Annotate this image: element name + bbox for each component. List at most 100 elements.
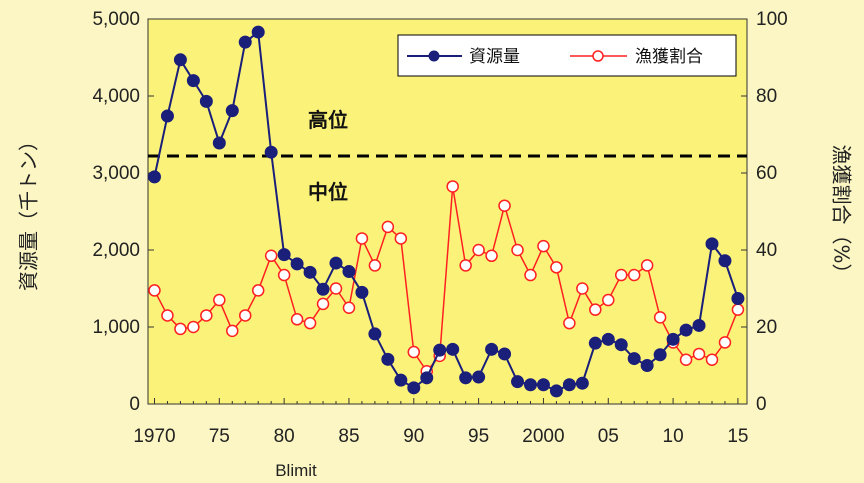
left-axis: 0 1,000 2,000 3,000 4,000 5,000: [92, 9, 154, 415]
series-1-point: [329, 256, 343, 270]
series-1-point: [173, 53, 187, 67]
series-2-point: [550, 261, 563, 274]
series-1-point: [303, 265, 317, 279]
series-2-point: [394, 232, 408, 245]
x-tick-label: 1970: [133, 426, 175, 447]
y-left-title: 資源量（千トン）: [17, 131, 41, 291]
x-tick-label: 85: [338, 426, 359, 447]
series-1-point: [459, 371, 473, 385]
series-1-point: [433, 343, 447, 357]
series-1-point: [316, 282, 330, 296]
series-2-point: [692, 347, 706, 361]
series-1-point: [368, 327, 382, 341]
series-2-point: [718, 336, 732, 349]
series-2-point: [563, 316, 576, 330]
series-1-point: [446, 342, 460, 356]
series-1-point: [562, 378, 576, 392]
series-1-point: [212, 136, 226, 150]
series-2-point: [705, 353, 719, 366]
series-1-point: [420, 371, 434, 385]
y-left-tick-label: 0: [129, 394, 140, 415]
series-2-point: [174, 322, 187, 336]
legend-marker-series1: [428, 50, 440, 62]
y-left-tick-label: 2,000: [92, 240, 140, 261]
y-right-tick-label: 0: [756, 394, 767, 415]
series-1-point: [627, 352, 641, 366]
series-2-point: [316, 297, 330, 311]
series-2-point: [653, 311, 667, 324]
y-right-tick-label: 40: [756, 240, 777, 261]
x-axis: 1970 75 80 85 90 95 2000 05 10 15: [133, 398, 748, 447]
series-1-point: [238, 35, 252, 49]
y-left-tick-label: 1,000: [92, 317, 140, 338]
x-tick-label: 05: [598, 426, 619, 447]
series-1-point: [355, 285, 369, 299]
series-1-point: [277, 248, 291, 262]
series-1-point: [523, 378, 537, 392]
y-left-tick-label: 5,000: [92, 9, 140, 30]
series-1-point: [472, 370, 486, 384]
series-1-point: [705, 237, 719, 251]
series-1-point: [575, 376, 589, 390]
x-annotation-blimit: Blimit: [275, 461, 317, 480]
y-left-tick-label: 3,000: [92, 163, 140, 184]
series-2-point: [368, 259, 382, 272]
series-2-point: [238, 309, 252, 322]
series-1-point: [251, 25, 265, 39]
series-1-point: [186, 74, 200, 88]
legend-label-series2: 漁獲割合: [635, 47, 703, 67]
series-1-point: [342, 265, 356, 279]
series-2-point: [472, 243, 485, 257]
series-1-point: [498, 347, 512, 361]
y-right-tick-label: 80: [756, 86, 777, 107]
series-2-point: [589, 303, 602, 316]
series-2-point: [459, 259, 472, 272]
series-2-point: [342, 301, 356, 314]
x-tick-label: 90: [403, 426, 424, 447]
series-2-point: [290, 313, 304, 326]
series-2-point: [251, 284, 265, 297]
series-2-point: [602, 293, 615, 307]
y-left-title-group: 資源量（千トン）: [17, 131, 41, 291]
x-tick-label: 80: [274, 426, 295, 447]
series-2-point: [355, 232, 369, 245]
series-1-point: [407, 381, 421, 395]
series-1-point: [511, 375, 525, 389]
series-2-point: [537, 239, 550, 253]
series-2-point: [731, 303, 745, 316]
series-2-point: [627, 268, 641, 282]
x-tick-label: 95: [468, 426, 489, 447]
y-right-tick-label: 20: [756, 317, 777, 338]
series-1-point: [549, 384, 563, 398]
series-1-point: [588, 336, 602, 350]
series-2-point: [329, 282, 343, 295]
series-2-point: [524, 268, 537, 282]
series-1-point: [536, 378, 550, 392]
series-1-point: [731, 292, 745, 306]
series-2-point: [511, 243, 524, 257]
series-2-point: [161, 309, 174, 322]
zone-label-high: 高位: [308, 108, 348, 132]
series-1-point: [394, 373, 408, 387]
series-1-point: [679, 323, 693, 337]
legend-label-series1: 資源量: [469, 47, 520, 67]
series-1-point: [653, 348, 667, 362]
zone-label-middle: 中位: [308, 180, 348, 204]
series-2-point: [614, 268, 628, 282]
series-2-point: [407, 345, 421, 359]
series-1-point: [199, 94, 213, 108]
series-2-point: [679, 353, 693, 366]
series-2-point: [187, 320, 200, 334]
series-2-point: [303, 316, 317, 330]
series-2-point: [640, 259, 654, 272]
y-left-tick-label: 4,000: [92, 86, 140, 107]
legend: 資源量 漁獲割合: [397, 34, 737, 77]
series-1-point: [381, 352, 395, 366]
series-1-point: [225, 104, 239, 118]
series-2-point: [148, 284, 161, 297]
x-tick-label: 2000: [522, 426, 564, 447]
series-2-point: [226, 324, 239, 338]
series-1-point: [485, 342, 499, 356]
x-tick-label: 75: [209, 426, 230, 447]
